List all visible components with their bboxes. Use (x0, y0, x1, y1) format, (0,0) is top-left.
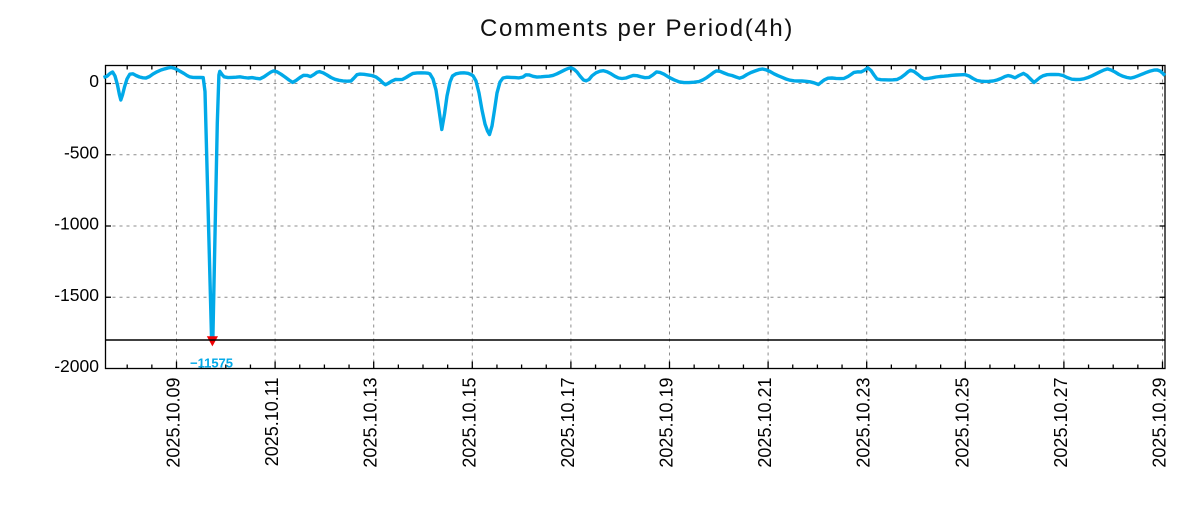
svg-text:2025.10.29: 2025.10.29 (1150, 378, 1170, 468)
svg-text:−11575: −11575 (190, 356, 233, 371)
svg-text:2025.10.15: 2025.10.15 (459, 378, 479, 468)
svg-text:-1000: -1000 (54, 214, 99, 234)
svg-text:2025.10.09: 2025.10.09 (164, 378, 184, 468)
svg-text:2025.10.23: 2025.10.23 (854, 378, 874, 468)
svg-text:2025.10.21: 2025.10.21 (755, 378, 775, 468)
svg-text:2025.10.13: 2025.10.13 (361, 378, 381, 468)
svg-text:2025.10.17: 2025.10.17 (558, 378, 578, 468)
svg-text:-2000: -2000 (54, 356, 99, 376)
svg-text:Comments per Period(4h): Comments per Period(4h) (480, 15, 794, 42)
svg-text:2025.10.11: 2025.10.11 (262, 378, 282, 467)
svg-text:2025.10.25: 2025.10.25 (952, 378, 972, 468)
svg-text:2025.10.27: 2025.10.27 (1051, 378, 1071, 468)
svg-text:0: 0 (89, 71, 99, 91)
svg-text:2025.10.19: 2025.10.19 (657, 378, 677, 468)
svg-text:-1500: -1500 (54, 285, 99, 305)
svg-text:-500: -500 (64, 142, 99, 162)
